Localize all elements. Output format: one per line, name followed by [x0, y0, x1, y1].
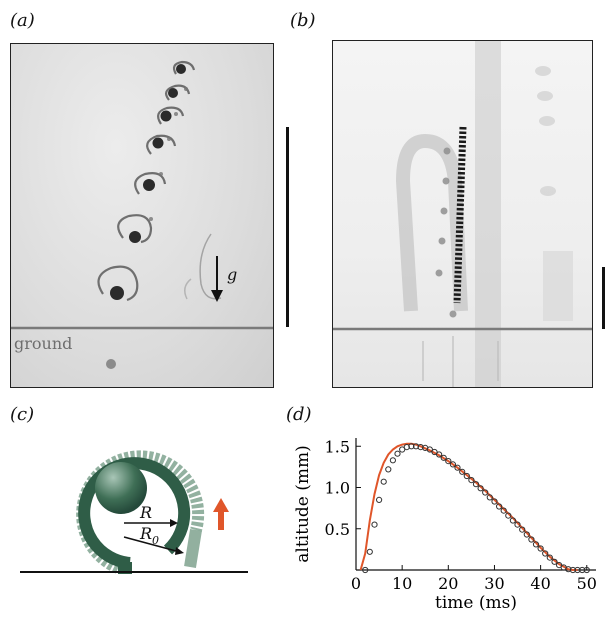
data-point	[514, 521, 521, 528]
data-point	[546, 554, 553, 561]
data-point	[528, 536, 535, 543]
data-point	[486, 494, 493, 501]
x-tick-label: 30	[484, 574, 504, 593]
radius-r-label: R	[139, 503, 152, 522]
x-tick-label: 0	[351, 574, 361, 593]
scale-bar-a	[286, 127, 289, 327]
scale-bar-b	[602, 267, 605, 329]
gravity-arrow-icon	[211, 290, 223, 302]
data-point	[583, 566, 590, 574]
data-point	[440, 454, 447, 461]
data-point	[362, 566, 369, 574]
data-point	[426, 446, 433, 453]
schematic-diagram-c: R R0	[20, 450, 248, 574]
panel-label-a: (a)	[10, 10, 35, 31]
data-point	[366, 548, 373, 555]
data-point	[509, 517, 516, 524]
data-point	[579, 566, 586, 574]
data-point	[565, 566, 572, 573]
data-point	[454, 464, 461, 471]
ground-label: ground	[14, 334, 72, 353]
y-axis-label: altitude (mm)	[293, 445, 313, 562]
data-point	[436, 451, 443, 458]
data-point	[500, 507, 507, 514]
data-point	[551, 558, 558, 565]
data-point	[380, 478, 387, 485]
gravity-label: g	[227, 265, 237, 284]
x-tick-label: 20	[438, 574, 458, 593]
data-point	[431, 448, 438, 456]
data-point	[403, 444, 410, 451]
data-point	[496, 503, 503, 510]
altitude-chart: 0 10 20 30 40 50 0.5 1.0 1.5 time (ms) altitude …	[293, 437, 597, 613]
stroboscopic-image-b	[333, 41, 592, 387]
data-point	[569, 566, 576, 574]
y-tick-label: 0.5	[325, 520, 350, 539]
stroboscopic-image-a: g ground	[11, 60, 273, 369]
data-point	[376, 496, 383, 504]
data-point	[505, 512, 512, 519]
data-point	[556, 562, 563, 569]
data-point	[468, 477, 475, 484]
data-point	[417, 444, 424, 451]
data-point	[399, 446, 406, 453]
data-point	[472, 481, 480, 488]
panel-label-c: (c)	[10, 404, 35, 425]
y-tick-label: 1.0	[325, 479, 350, 498]
radius-r0-label: R0	[139, 524, 159, 547]
photo-panel-a: g ground	[10, 43, 274, 388]
x-axis-label: time (ms)	[435, 593, 517, 613]
data-point	[389, 457, 397, 464]
body-sphere	[95, 462, 147, 514]
data-point	[449, 461, 456, 468]
data-point	[542, 550, 549, 557]
photo-panel-b	[332, 40, 593, 388]
data-point	[371, 521, 378, 528]
x-tick-label: 10	[392, 574, 412, 593]
data-point	[394, 450, 401, 457]
data-point	[523, 531, 530, 538]
panel-label-d: (d)	[286, 404, 312, 425]
x-tick-label: 50	[577, 574, 597, 593]
panel-label-b: (b)	[290, 10, 316, 31]
data-point	[412, 443, 420, 450]
data-point	[532, 541, 540, 548]
data-point	[463, 472, 470, 480]
data-point	[408, 443, 415, 450]
data-point	[537, 545, 544, 552]
data-point	[445, 457, 452, 465]
upward-arrow-icon	[218, 510, 224, 530]
data-point	[491, 498, 498, 505]
data-point	[385, 466, 392, 473]
data-point	[477, 485, 484, 492]
x-tick-label: 40	[530, 574, 550, 593]
data-point	[459, 468, 466, 475]
data-point	[482, 489, 489, 496]
data-point	[519, 526, 526, 533]
y-tick-label: 1.5	[325, 437, 350, 456]
